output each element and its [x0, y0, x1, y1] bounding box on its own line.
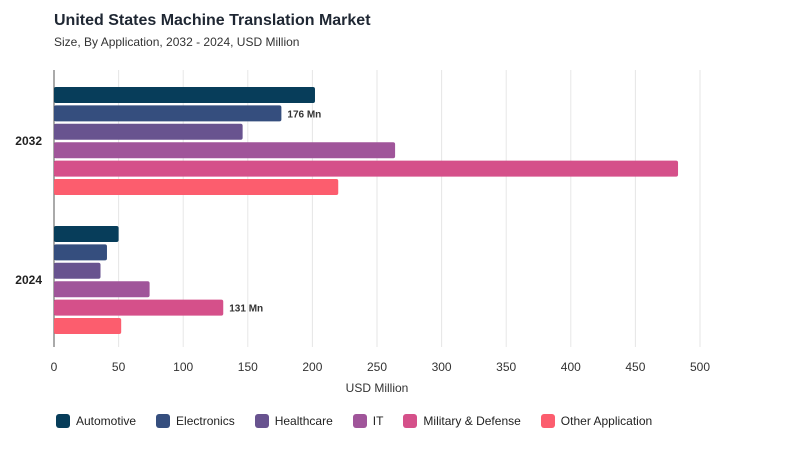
chart-legend: Automotive Electronics Healthcare IT Militar… [56, 414, 672, 428]
legend-label: Electronics [176, 414, 235, 428]
legend-swatch [156, 414, 171, 428]
legend-label: IT [372, 414, 384, 428]
x-tick-label: 450 [625, 360, 645, 374]
legend-swatch [56, 414, 70, 428]
x-tick-label: 250 [367, 360, 387, 374]
bar [54, 142, 396, 159]
bar [54, 87, 315, 103]
x-tick-label: 200 [302, 360, 322, 374]
bar [54, 123, 243, 140]
bar [54, 160, 679, 177]
x-axis-label: USD Million [346, 381, 409, 395]
legend-label: Healthcare [274, 414, 333, 428]
chart-subtitle: Size, By Application, 2032 - 2024, USD M… [54, 35, 300, 49]
legend-item: IT [352, 414, 384, 428]
legend-item: Electronics [156, 414, 235, 428]
bar [54, 299, 224, 316]
legend-item: Other Application [540, 414, 653, 428]
x-tick-label: 500 [690, 360, 710, 374]
legend-swatch [352, 414, 367, 428]
y-category-label: 2024 [15, 273, 42, 287]
legend-swatch [403, 414, 418, 428]
legend-swatch [540, 414, 555, 428]
legend-item: Healthcare [254, 414, 333, 428]
bar [54, 226, 119, 242]
bar [54, 244, 107, 261]
bar [54, 262, 101, 279]
x-tick-label: 0 [51, 360, 58, 374]
legend-item: Military & Defense [403, 414, 521, 428]
legend-label: Other Application [560, 414, 653, 428]
y-category-label: 2032 [15, 134, 42, 148]
bar [54, 281, 150, 298]
legend-label: Automotive [76, 414, 137, 428]
data-label: 176 Mn [287, 109, 321, 120]
bar [54, 318, 122, 334]
bar [54, 179, 339, 195]
x-tick-label: 50 [112, 360, 126, 374]
x-tick-label: 100 [173, 360, 193, 374]
bar [54, 105, 282, 122]
data-label: 131 Mn [229, 304, 263, 315]
legend-item: Automotive [56, 414, 136, 428]
x-tick-label: 150 [238, 360, 258, 374]
x-tick-label: 300 [432, 360, 452, 374]
x-tick-label: 350 [496, 360, 516, 374]
legend-swatch [254, 414, 269, 428]
legend-label: Military & Defense [423, 414, 521, 428]
x-tick-label: 400 [561, 360, 581, 374]
chart-title: United States Machine Translation Market [54, 12, 371, 29]
